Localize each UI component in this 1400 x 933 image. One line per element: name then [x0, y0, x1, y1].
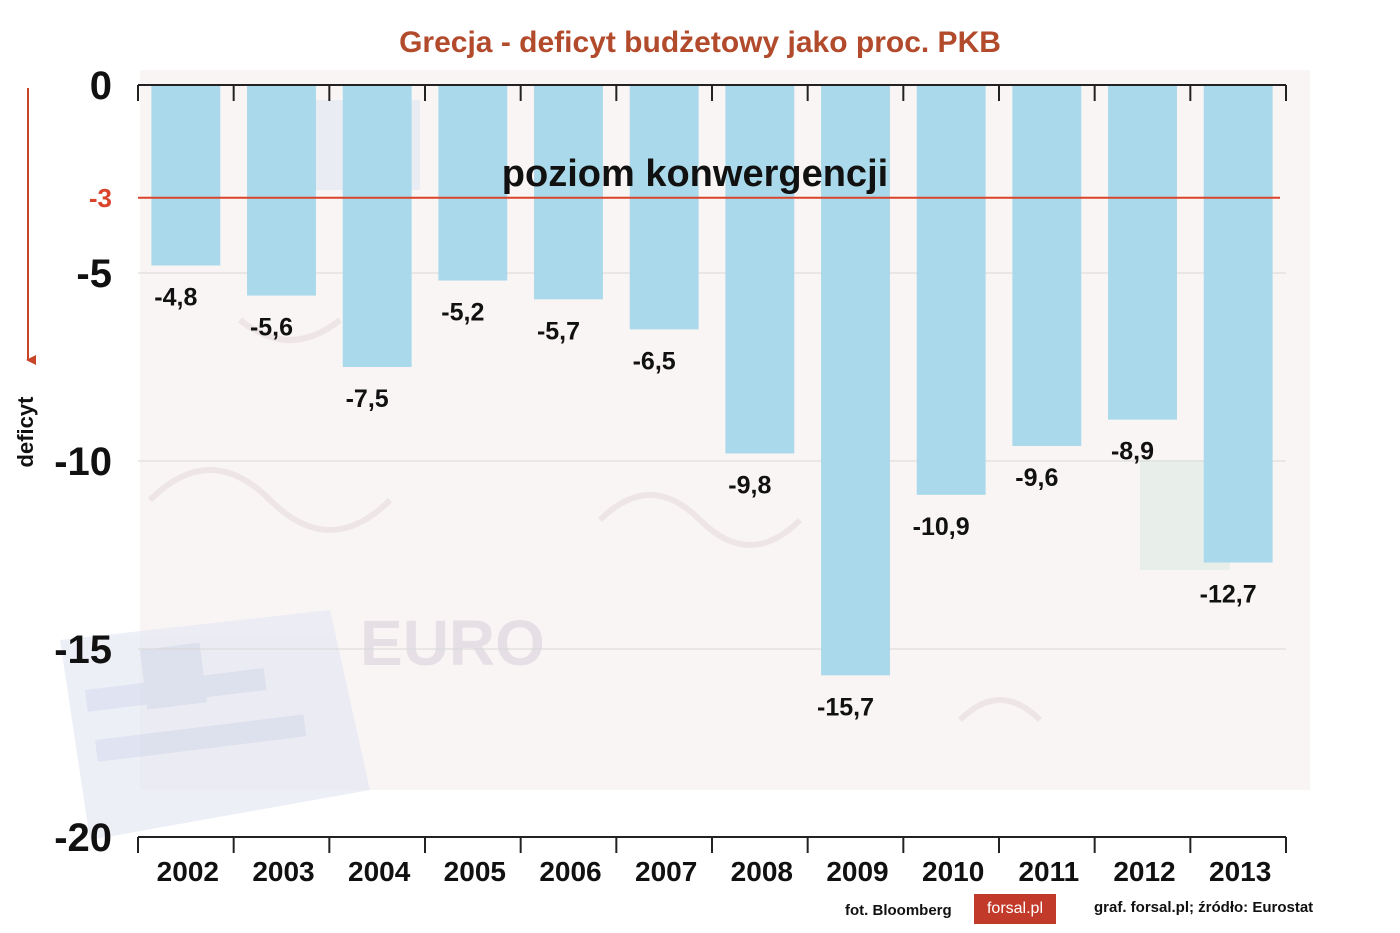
bars — [151, 85, 1273, 676]
x-tick-label: 2009 — [826, 856, 888, 887]
data-label: -9,6 — [1015, 464, 1058, 492]
data-label: -5,2 — [441, 299, 484, 327]
data-label: -6,5 — [633, 347, 676, 375]
data-label: -12,7 — [1200, 581, 1257, 609]
x-tick-label: 2008 — [731, 856, 793, 887]
bar[interactable] — [151, 85, 221, 266]
bar[interactable] — [1012, 85, 1082, 446]
bar[interactable] — [247, 85, 316, 296]
reference-tick-label: -3 — [89, 183, 112, 213]
x-tick-label: 2002 — [157, 856, 219, 887]
data-label: -7,5 — [346, 385, 389, 413]
y-tick-label: -15 — [54, 628, 112, 672]
bar[interactable] — [534, 85, 603, 300]
bar[interactable] — [821, 85, 890, 676]
value-labels: -4,8 -5,6 -7,5 -5,2 -5,7 -6,5 -9,8 -15,7 -10,9 -9… — [154, 283, 1256, 721]
y-tick-label: -10 — [54, 440, 112, 484]
bar[interactable] — [916, 85, 986, 495]
y-tick-label: 0 — [90, 64, 112, 108]
x-tick-label: 2006 — [539, 856, 601, 887]
svg-text:EURO: EURO — [360, 607, 545, 679]
bar[interactable] — [629, 85, 699, 330]
data-label: -4,8 — [154, 283, 197, 311]
x-tick-label: 2010 — [922, 856, 984, 887]
x-tick-label: 2011 — [1018, 856, 1079, 887]
y-tick-label: -5 — [76, 252, 112, 296]
data-label: -10,9 — [913, 513, 970, 541]
x-tick-label: 2007 — [635, 856, 697, 887]
x-tick-label: 2012 — [1113, 856, 1175, 887]
bar[interactable] — [1108, 85, 1177, 420]
data-label: -15,7 — [817, 693, 874, 721]
data-label: -5,6 — [250, 314, 293, 342]
data-label: -8,9 — [1111, 438, 1154, 466]
x-tick-label: 2004 — [348, 856, 411, 887]
reference-line-group: -3 poziom konwergencji — [89, 153, 1280, 213]
x-tick-label: 2003 — [252, 856, 314, 887]
bar[interactable] — [1203, 85, 1273, 563]
forsal-logo[interactable]: forsal.pl — [974, 894, 1056, 924]
bar[interactable] — [725, 85, 795, 454]
data-label: -9,8 — [728, 471, 771, 499]
data-label: -5,7 — [537, 317, 580, 345]
source-note: graf. forsal.pl; źródło: Eurostat — [1094, 899, 1314, 916]
y-tick-label: -20 — [54, 816, 112, 860]
axes: 0 -5 -10 -15 -20 2002 2003 2004 2005 2006 2007 2008… — [26, 64, 1287, 887]
chart-title: Grecja - deficyt budżetowy jako proc. PK… — [399, 26, 1001, 59]
x-tick-label: 2005 — [444, 856, 506, 887]
reference-line-label: poziom konwergencji — [502, 153, 888, 195]
gridlines — [138, 272, 1286, 650]
photo-credit: fot. Bloomberg — [845, 902, 952, 919]
x-tick-label: 2013 — [1209, 856, 1271, 887]
bar[interactable] — [438, 85, 508, 281]
bar[interactable] — [342, 85, 412, 367]
